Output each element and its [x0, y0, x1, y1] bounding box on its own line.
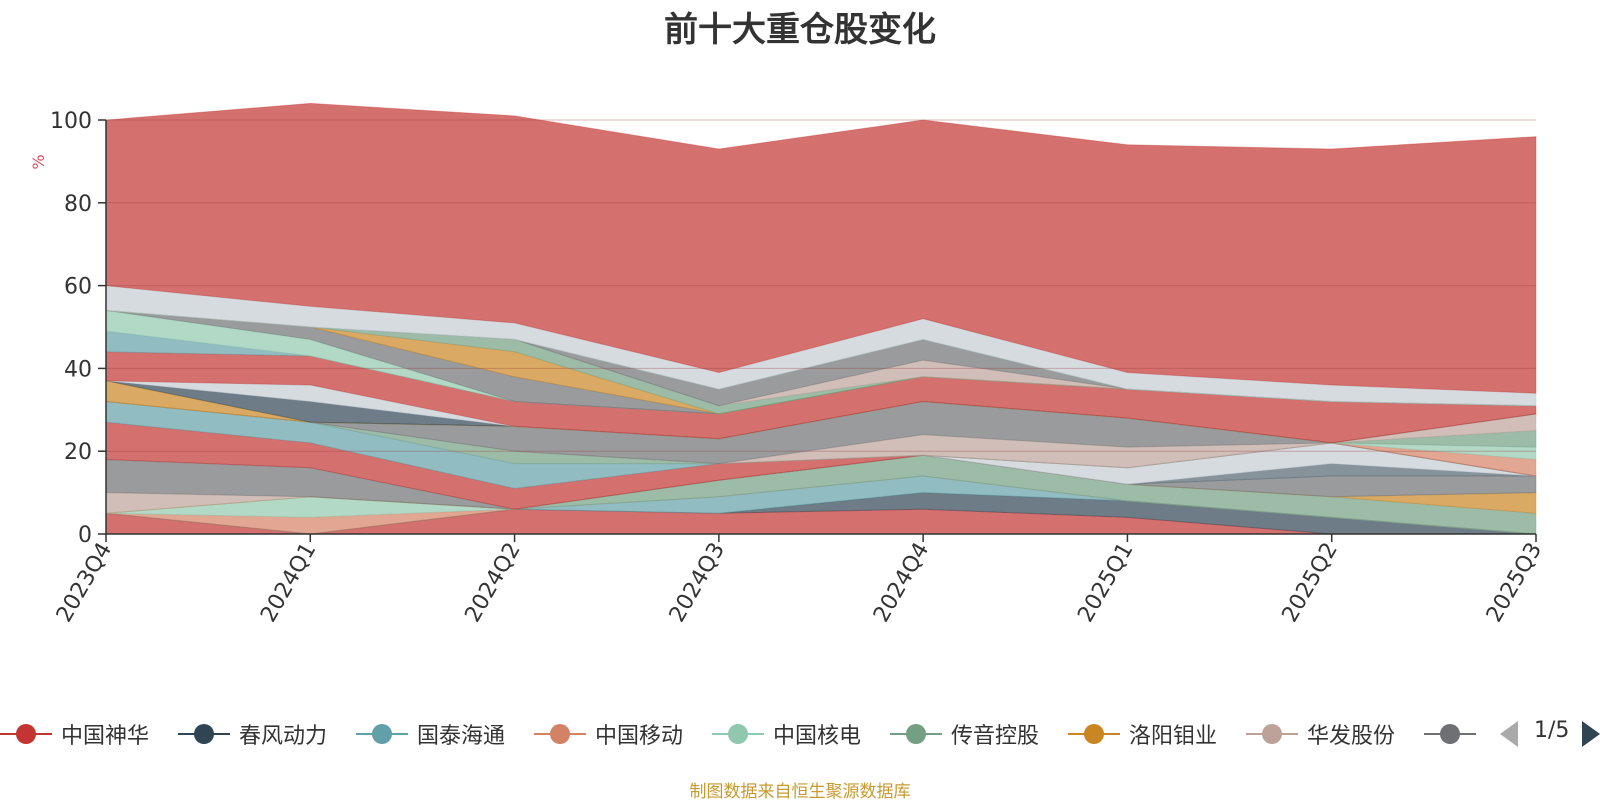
legend-item-2[interactable]: 国泰海通	[356, 716, 505, 752]
legend-prev-page-button[interactable]	[1500, 721, 1518, 747]
chart-title: 前十大重仓股变化	[664, 10, 936, 50]
y-axis-label: %	[29, 154, 48, 169]
legend-next-page-button[interactable]	[1582, 721, 1600, 747]
legend-item-4[interactable]: 中国核电	[712, 716, 861, 752]
x-tick-label-7: 2025Q3	[1482, 539, 1547, 627]
legend-label: 中国神华	[61, 724, 150, 749]
area-series-33[interactable]	[105, 102, 1537, 394]
legend-item-6[interactable]: 洛阳钼业	[1068, 716, 1217, 752]
x-tick-label-1: 2024Q1	[256, 539, 321, 627]
legend-symbol-icon	[1424, 716, 1476, 752]
legend-symbol-icon	[1246, 716, 1298, 752]
source-note: 制图数据来自恒生聚源数据库	[689, 782, 911, 802]
legend-symbol-icon	[534, 716, 586, 752]
area-series-19[interactable]	[105, 400, 1537, 444]
legend-label: 华发股份	[1307, 724, 1396, 749]
legend-symbol-icon	[712, 716, 764, 752]
legend-items: 中国神华 春风动力 国泰海通 中国移动 中国核电 传音控股 洛阳钼业 华发股份 药明康德	[0, 716, 1478, 752]
stacked-areas	[105, 102, 1537, 535]
area-series-16[interactable]	[105, 400, 1537, 477]
legend-pager: 1/5	[1500, 716, 1600, 752]
legend-label: 洛阳钼业	[1129, 724, 1218, 749]
x-tick-label-2: 2024Q2	[460, 539, 525, 627]
grid-lines	[106, 119, 1536, 452]
legend-label: 传音控股	[951, 724, 1040, 749]
area-series-17[interactable]	[105, 400, 1537, 461]
chart-canvas: 0 20 40 60 80 100 2023Q4 2024Q1 2024Q2 2024Q3 2024…	[29, 102, 1547, 627]
y-tick-label-0: 0	[78, 523, 92, 548]
area-series-23[interactable]	[105, 351, 1537, 444]
x-tick-label-3: 2024Q3	[665, 539, 730, 627]
legend-item-1[interactable]: 春风动力	[178, 716, 327, 752]
x-tick-label-4: 2024Q4	[869, 539, 934, 627]
legend-symbol-icon	[1068, 716, 1120, 752]
area-series-32[interactable]	[105, 285, 1537, 407]
legend-item-0[interactable]: 中国神华	[0, 716, 149, 752]
legend-label: 中国核电	[773, 724, 862, 749]
legend-page-indicator: 1/5	[1534, 718, 1570, 743]
legend-item-5[interactable]: 传音控股	[890, 716, 1039, 752]
y-tick-label-1: 20	[64, 440, 92, 465]
legend-item-3[interactable]: 中国移动	[534, 716, 683, 752]
legend-symbol-icon	[178, 716, 230, 752]
legend-symbol-icon	[890, 716, 942, 752]
legend-item-7[interactable]: 华发股份	[1246, 716, 1395, 752]
x-tick-label-0: 2023Q4	[52, 539, 117, 627]
y-tick-label-5: 100	[50, 109, 92, 134]
y-tick-label-3: 60	[64, 275, 92, 300]
legend-label: 春风动力	[239, 724, 328, 749]
legend-item-8[interactable]: 药明康德	[1424, 716, 1478, 752]
legend-label: 国泰海通	[417, 724, 506, 749]
x-tick-label-6: 2025Q2	[1278, 539, 1343, 627]
legend-label: 中国移动	[595, 724, 684, 749]
legend-symbol-icon	[356, 716, 408, 752]
x-tick-label-5: 2025Q1	[1073, 539, 1138, 627]
y-tick-label-4: 80	[64, 192, 92, 217]
legend: 中国神华 春风动力 国泰海通 中国移动 中国核电 传音控股 洛阳钼业 华发股份 药明康德	[0, 716, 1600, 752]
area-series-18[interactable]	[105, 400, 1537, 448]
legend-symbol-icon	[0, 716, 52, 752]
y-tick-label-2: 40	[64, 357, 92, 382]
